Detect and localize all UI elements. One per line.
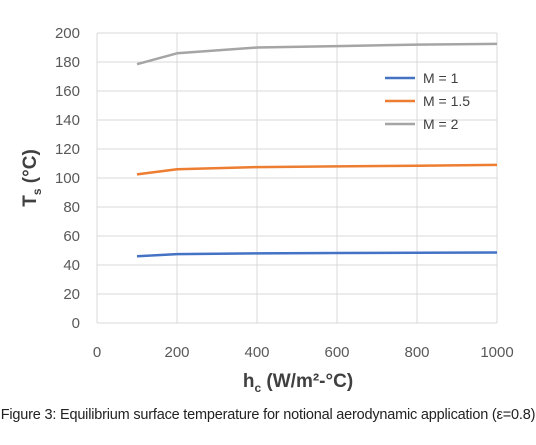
y-tick-label: 20 bbox=[63, 286, 80, 303]
series-line-1 bbox=[136, 251, 498, 258]
legend-label: M = 2 bbox=[423, 116, 459, 132]
chart: 0 20 40 60 80 100 120 140 160 180 200 0 200 400 600 80… bbox=[20, 25, 514, 395]
x-axis-title-unit: (W/m²-°C) bbox=[261, 371, 353, 392]
x-tick-label: 0 bbox=[93, 344, 101, 361]
figure-caption: Figure 3: Equilibrium surface temperatur… bbox=[0, 407, 536, 423]
x-axis-title-main: h bbox=[243, 371, 255, 392]
y-tick-label: 100 bbox=[55, 170, 80, 187]
legend: M = 1 M = 1.5 M = 2 bbox=[385, 70, 470, 132]
x-tick-labels: 0 200 400 600 800 1000 bbox=[93, 344, 514, 361]
series-lines bbox=[136, 42, 498, 258]
x-tick-label: 800 bbox=[404, 344, 429, 361]
y-axis-title-main: T bbox=[20, 195, 41, 207]
series-line-2 bbox=[136, 163, 498, 176]
grid bbox=[96, 32, 498, 324]
y-tick-label: 0 bbox=[72, 315, 80, 332]
y-axis-title: Ts (°C) bbox=[20, 149, 44, 207]
y-axis-title-subscript: s bbox=[30, 188, 44, 195]
y-tick-label: 180 bbox=[55, 54, 80, 71]
x-tick-label: 200 bbox=[164, 344, 189, 361]
y-tick-label: 140 bbox=[55, 112, 80, 129]
y-tick-labels: 0 20 40 60 80 100 120 140 160 180 200 bbox=[55, 25, 80, 332]
x-axis-title: hc (W/m²-°C) bbox=[243, 371, 353, 395]
y-tick-label: 40 bbox=[63, 257, 80, 274]
legend-label: M = 1 bbox=[423, 70, 459, 86]
y-tick-label: 60 bbox=[63, 228, 80, 245]
legend-label: M = 1.5 bbox=[423, 93, 470, 109]
y-tick-label: 120 bbox=[55, 141, 80, 158]
y-tick-label: 160 bbox=[55, 83, 80, 100]
y-tick-label: 80 bbox=[63, 199, 80, 216]
y-tick-label: 200 bbox=[55, 25, 80, 42]
x-tick-label: 1000 bbox=[480, 344, 513, 361]
x-tick-label: 600 bbox=[324, 344, 349, 361]
x-tick-label: 400 bbox=[244, 344, 269, 361]
y-axis-title-unit: (°C) bbox=[20, 149, 41, 188]
series-line-3 bbox=[136, 42, 498, 66]
x-axis-title-subscript: c bbox=[254, 381, 261, 395]
